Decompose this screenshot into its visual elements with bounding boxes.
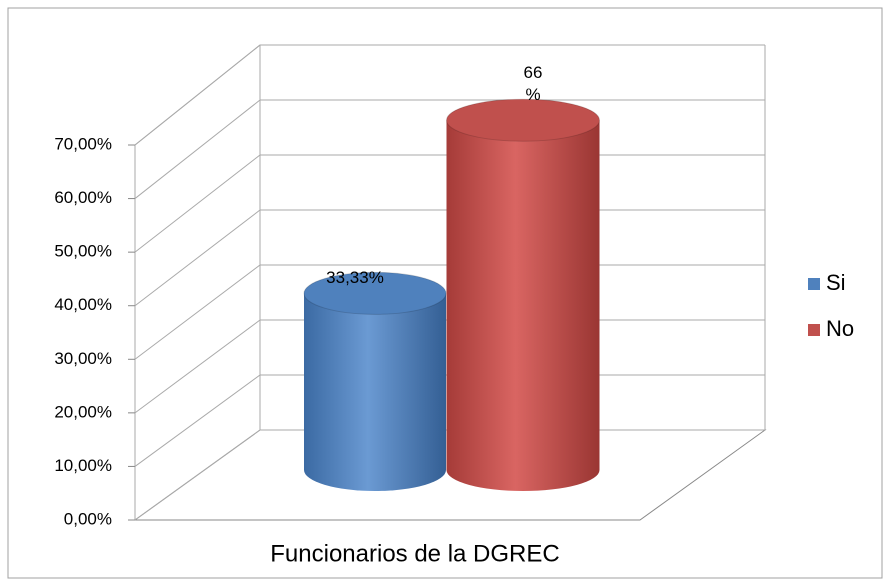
grid-line: [134, 99, 765, 199]
y-tick-label: 30,00%: [54, 349, 112, 368]
cylinder-top: [303, 271, 447, 315]
value-label: 66 %: [523, 63, 543, 105]
y-tick-label: 40,00%: [54, 295, 112, 314]
cylinder: [446, 120, 600, 491]
walls: [134, 44, 766, 520]
value-label: 33,33%: [326, 268, 384, 288]
y-tick-label: 20,00%: [54, 402, 112, 421]
legend-swatch: [808, 324, 820, 336]
grid-line: [134, 44, 765, 146]
y-tick-label: 0,00%: [64, 509, 112, 528]
legend-swatch: [808, 278, 820, 290]
y-tick-label: 60,00%: [54, 188, 112, 207]
cylinder-top: [446, 98, 600, 142]
legend-label: No: [826, 316, 854, 341]
cylinder: [304, 293, 446, 491]
x-category-label: Funcionarios de la DGREC: [270, 540, 559, 567]
legend-label: Si: [826, 270, 846, 295]
y-tick-label: 50,00%: [54, 242, 112, 261]
y-tick-label: 10,00%: [54, 456, 112, 475]
y-tick-label: 70,00%: [54, 134, 112, 153]
